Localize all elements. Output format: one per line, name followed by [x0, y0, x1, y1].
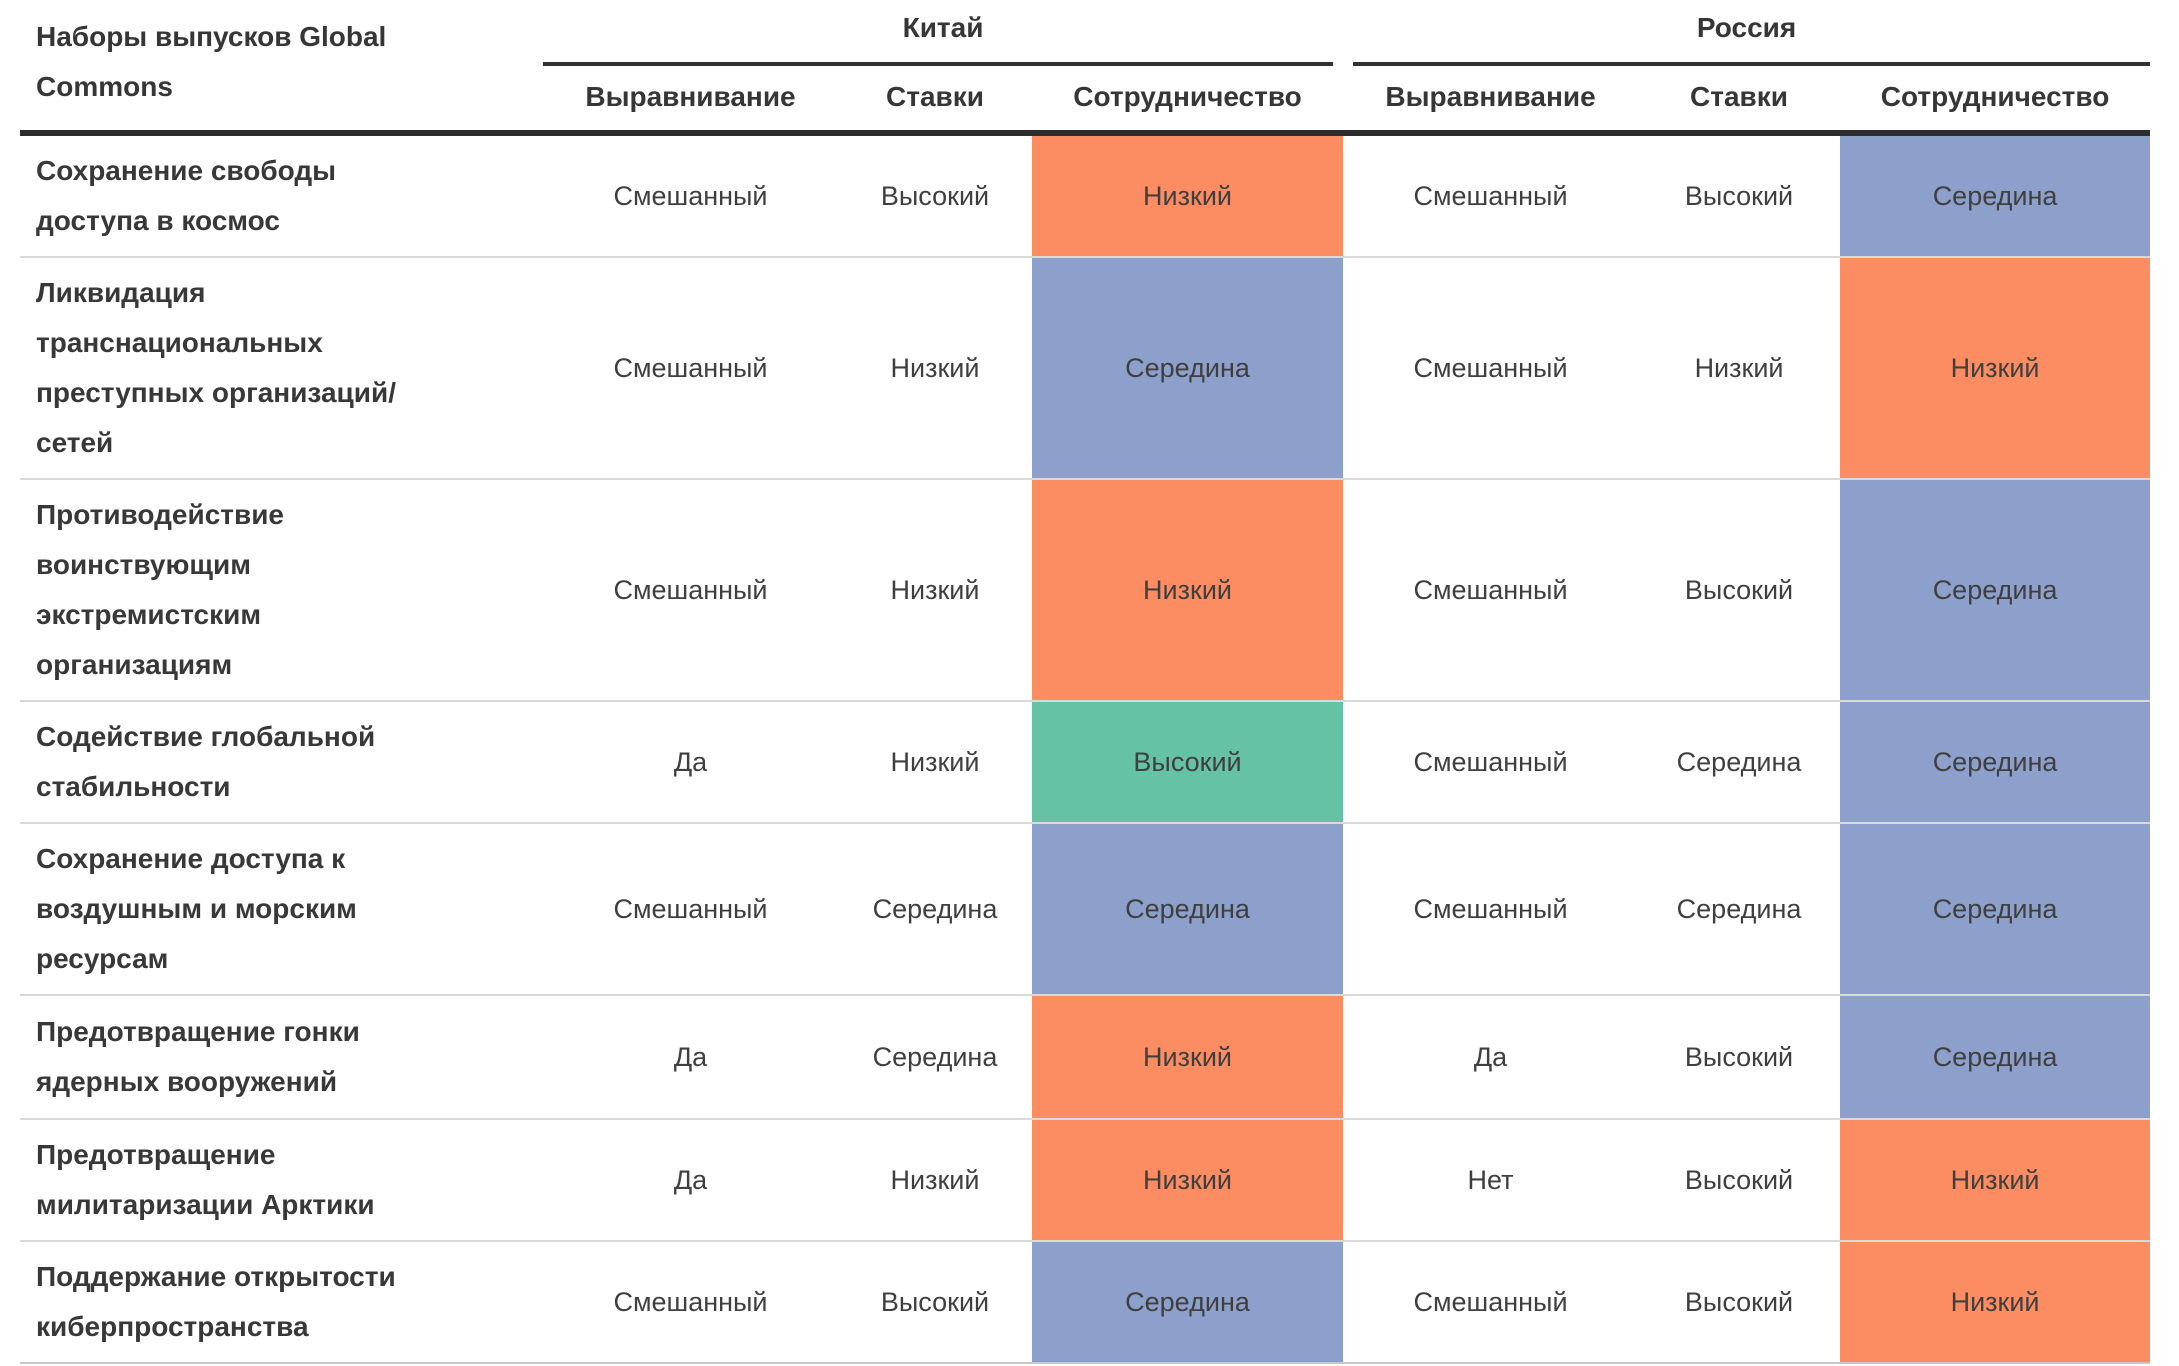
table-row: Предотвращение милитаризации Арктики Да …: [20, 1118, 2151, 1241]
china-cooperation-cell: Низкий: [1032, 478, 1344, 701]
russia-cooperation-cell: Середина: [1840, 700, 2151, 823]
issue-cell: Предотвращение милитаризации Арктики: [20, 1118, 543, 1241]
russia-cooperation-cell: Середина: [1840, 994, 2151, 1119]
russia-stakes-cell: Высокий: [1638, 994, 1841, 1119]
russia-cooperation-cell: Середина: [1840, 478, 2151, 701]
table-body: Сохранение свободы доступа в космос Смеш…: [20, 133, 2151, 1364]
table-row: Предотвращение гонки ядерных вооружений …: [20, 994, 2151, 1119]
russia-alignment-cell: Смешанный: [1413, 180, 1568, 211]
table-row: Поддержание открытости киберпространства…: [20, 1240, 2151, 1364]
china-cooperation-cell: Середина: [1032, 256, 1344, 479]
issue-cell: Поддержание открытости киберпространства: [20, 1240, 543, 1364]
china-alignment-cell: Да: [543, 994, 838, 1119]
table-row: Противодействие воинствующим экстремистс…: [20, 478, 2151, 701]
china-stakes-cell: Низкий: [838, 1118, 1032, 1241]
table-row: Сохранение свободы доступа в космос Смеш…: [20, 133, 2151, 257]
china-alignment-cell: Смешанный: [543, 822, 838, 995]
russia-alignment-cell: Да: [1343, 994, 1639, 1119]
russia-stakes-cell: Середина: [1638, 700, 1841, 823]
table-header: Наборы выпусков Global Commons Китай Рос…: [20, 0, 2151, 136]
china-stakes-cell: Высокий: [838, 1240, 1032, 1364]
table-row: Ликвидация транснациональных преступных …: [20, 256, 2151, 479]
china-alignment-cell: Да: [543, 1118, 838, 1241]
group-header-russia: Россия: [1343, 0, 2151, 66]
sub-header-row: Выравнивание Ставки Сотрудничество Вырав…: [20, 66, 2151, 136]
table-row: Сохранение доступа к воздушным и морским…: [20, 822, 2151, 995]
group-header-row: Наборы выпусков Global Commons Китай Рос…: [20, 0, 2151, 136]
russia-alignment-cell: Смешанный: [1343, 478, 1639, 701]
russia-cooperation-cell: Середина: [1840, 133, 2151, 257]
china-cooperation-cell: Низкий: [1032, 133, 1344, 257]
russia-stakes-cell: Середина: [1638, 822, 1841, 995]
china-stakes-cell: Низкий: [838, 478, 1032, 701]
column-header-china-cooperation: Сотрудничество: [1032, 66, 1344, 136]
china-cooperation-cell: Середина: [1032, 1240, 1344, 1364]
column-header-china-stakes: Ставки: [838, 66, 1032, 136]
issue-cell: Сохранение доступа к воздушным и морским…: [20, 822, 543, 995]
china-alignment-cell: Смешанный: [543, 478, 838, 701]
china-stakes-cell: Низкий: [838, 700, 1032, 823]
russia-stakes-cell: Низкий: [1638, 256, 1841, 479]
russia-alignment-cell: Нет: [1343, 1118, 1639, 1241]
russia-stakes-cell: Высокий: [1638, 478, 1841, 701]
group-header-china: Китай: [543, 0, 1343, 66]
table-row: Содействие глобальной стабильности Да Ни…: [20, 700, 2151, 823]
russia-cooperation-cell: Низкий: [1840, 1118, 2151, 1241]
corner-header: Наборы выпусков Global Commons: [20, 0, 543, 136]
russia-cooperation-cell: Низкий: [1840, 1240, 2151, 1364]
column-header-russia-cooperation: Сотрудничество: [1840, 66, 2151, 136]
china-stakes-cell: Низкий: [838, 256, 1032, 479]
column-header-china-alignment: Выравнивание: [543, 66, 838, 136]
russia-alignment-cell: Смешанный: [1343, 700, 1639, 823]
issue-cell: Ликвидация транснациональных преступных …: [20, 256, 543, 479]
china-cooperation-cell: Низкий: [1032, 1118, 1344, 1241]
russia-alignment-cell: Смешанный: [1343, 256, 1639, 479]
column-header-russia-alignment: Выравнивание: [1343, 66, 1639, 136]
column-header-russia-stakes: Ставки: [1638, 66, 1841, 136]
china-cooperation-cell: Низкий: [1032, 994, 1344, 1119]
russia-alignment-cell: Смешанный: [1343, 822, 1639, 995]
issue-cell: Сохранение свободы доступа в космос: [36, 155, 337, 236]
china-alignment-cell: Смешанный: [613, 180, 768, 211]
issue-cell: Противодействие воинствующим экстремистс…: [20, 478, 543, 701]
issue-cell: Предотвращение гонки ядерных вооружений: [20, 994, 543, 1119]
china-alignment-cell: Да: [543, 700, 838, 823]
russia-stakes-cell: Высокий: [1638, 1240, 1841, 1364]
china-cooperation-cell: Высокий: [1032, 700, 1344, 823]
china-alignment-cell: Смешанный: [543, 256, 838, 479]
china-stakes-cell: Середина: [838, 822, 1032, 995]
china-cooperation-cell: Середина: [1032, 822, 1344, 995]
russia-cooperation-cell: Низкий: [1840, 256, 2151, 479]
russia-alignment-cell: Смешанный: [1343, 1240, 1639, 1364]
china-stakes-cell: Середина: [838, 994, 1032, 1119]
russia-cooperation-cell: Середина: [1840, 822, 2151, 995]
global-commons-table: Наборы выпусков Global Commons Китай Рос…: [20, 0, 2151, 1364]
issue-cell: Содействие глобальной стабильности: [20, 700, 543, 823]
russia-stakes-cell: Высокий: [1638, 1118, 1841, 1241]
russia-stakes-cell: Высокий: [1684, 180, 1794, 211]
china-stakes-cell: Высокий: [880, 180, 990, 211]
china-alignment-cell: Смешанный: [543, 1240, 838, 1364]
